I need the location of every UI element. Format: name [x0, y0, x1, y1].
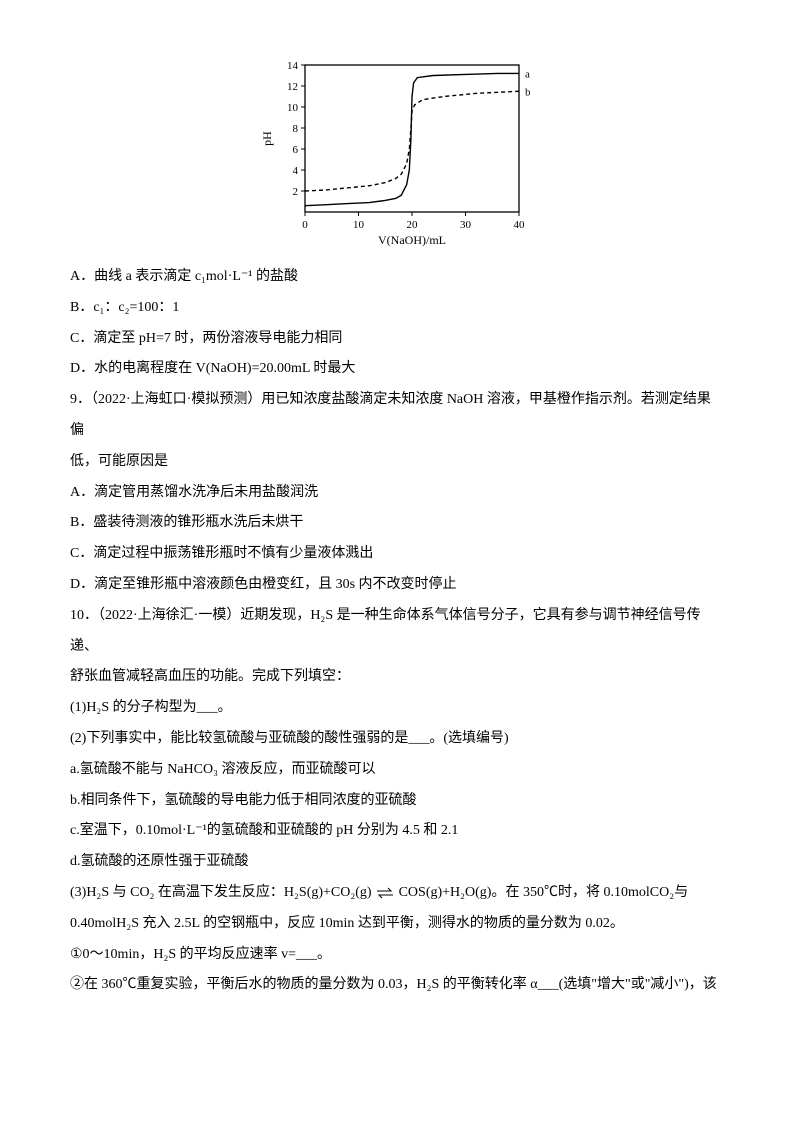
q8-option-b: B．c₁：c₂=100：1 [70, 293, 724, 324]
svg-text:14: 14 [287, 60, 299, 72]
q8-option-c: C．滴定至 pH=7 时，两份溶液导电能力相同 [70, 324, 724, 355]
svg-text:a: a [525, 68, 530, 80]
q10-a: a.氢硫酸不能与 NaHCO₃ 溶液反应，而亚硫酸可以 [70, 755, 724, 786]
q10-c: c.室温下，0.10mol·L⁻¹的氢硫酸和亚硫酸的 pH 分别为 4.5 和 … [70, 816, 724, 847]
svg-text:8: 8 [293, 123, 299, 135]
q10-part3-line2: 0.40molH₂S 充入 2.5L 的空钢瓶中，反应 10min 达到平衡，测… [70, 909, 724, 940]
svg-text:4: 4 [293, 165, 299, 177]
svg-text:pH: pH [260, 131, 274, 146]
q10-d: d.氢硫酸的还原性强于亚硫酸 [70, 847, 724, 878]
svg-text:30: 30 [460, 219, 472, 231]
q10-p3b: COS(g)+H₂O(g)。在 350℃时，将 0.10molCO₂与 [399, 885, 689, 900]
q10-stem2: 舒张血管减轻高血压的功能。完成下列填空： [70, 662, 724, 693]
svg-text:6: 6 [293, 144, 299, 156]
q10-b: b.相同条件下，氢硫酸的导电能力低于相同浓度的亚硫酸 [70, 786, 724, 817]
q10-stem: 10．（2022·上海徐汇·一模）近期发现，H₂S 是一种生命体系气体信号分子，… [70, 601, 724, 663]
q9-stem: 9．（2022·上海虹口·模拟预测）用已知浓度盐酸滴定未知浓度 NaOH 溶液，… [70, 385, 724, 447]
q8-option-a: A．曲线 a 表示滴定 c₁mol·L⁻¹ 的盐酸 [70, 262, 724, 293]
svg-text:0: 0 [302, 219, 308, 231]
svg-text:12: 12 [287, 81, 298, 93]
equilibrium-icon [375, 886, 395, 900]
q10-p3a: (3)H₂S 与 CO₂ 在高温下发生反应：H₂S(g)+CO₂(g) [70, 885, 372, 900]
svg-text:10: 10 [353, 219, 365, 231]
titration-chart: 0 10 20 30 40 2 4 6 8 10 12 14 V(NaOH)/mL pH ab [257, 50, 537, 250]
q8-option-d: D．水的电离程度在 V(NaOH)=20.00mL 时最大 [70, 354, 724, 385]
svg-text:V(NaOH)/mL: V(NaOH)/mL [378, 233, 446, 247]
q10-part2: (2)下列事实中，能比较氢硫酸与亚硫酸的酸性强弱的是___。(选填编号) [70, 724, 724, 755]
q9-option-d: D．滴定至锥形瓶中溶液颜色由橙变红，且 30s 内不改变时停止 [70, 570, 724, 601]
svg-text:2: 2 [293, 186, 299, 198]
svg-text:b: b [525, 86, 531, 98]
q10-part1: (1)H₂S 的分子构型为___。 [70, 693, 724, 724]
q10-part3-line1: (3)H₂S 与 CO₂ 在高温下发生反应：H₂S(g)+CO₂(g) COS(… [70, 878, 724, 909]
svg-text:40: 40 [514, 219, 526, 231]
svg-text:10: 10 [287, 102, 299, 114]
q9-option-a: A．滴定管用蒸馏水洗净后未用盐酸润洗 [70, 478, 724, 509]
q9-stem2: 低，可能原因是 [70, 447, 724, 478]
svg-text:20: 20 [407, 219, 419, 231]
q9-option-c: C．滴定过程中振荡锥形瓶时不慎有少量液体溅出 [70, 539, 724, 570]
q10-part3-sub1: ①0～10min，H₂S 的平均反应速率 v=___。 [70, 940, 724, 971]
q10-part3-sub2: ②在 360℃重复实验，平衡后水的物质的量分数为 0.03，H₂S 的平衡转化率… [70, 970, 724, 1001]
q9-option-b: B．盛装待测液的锥形瓶水洗后未烘干 [70, 508, 724, 539]
